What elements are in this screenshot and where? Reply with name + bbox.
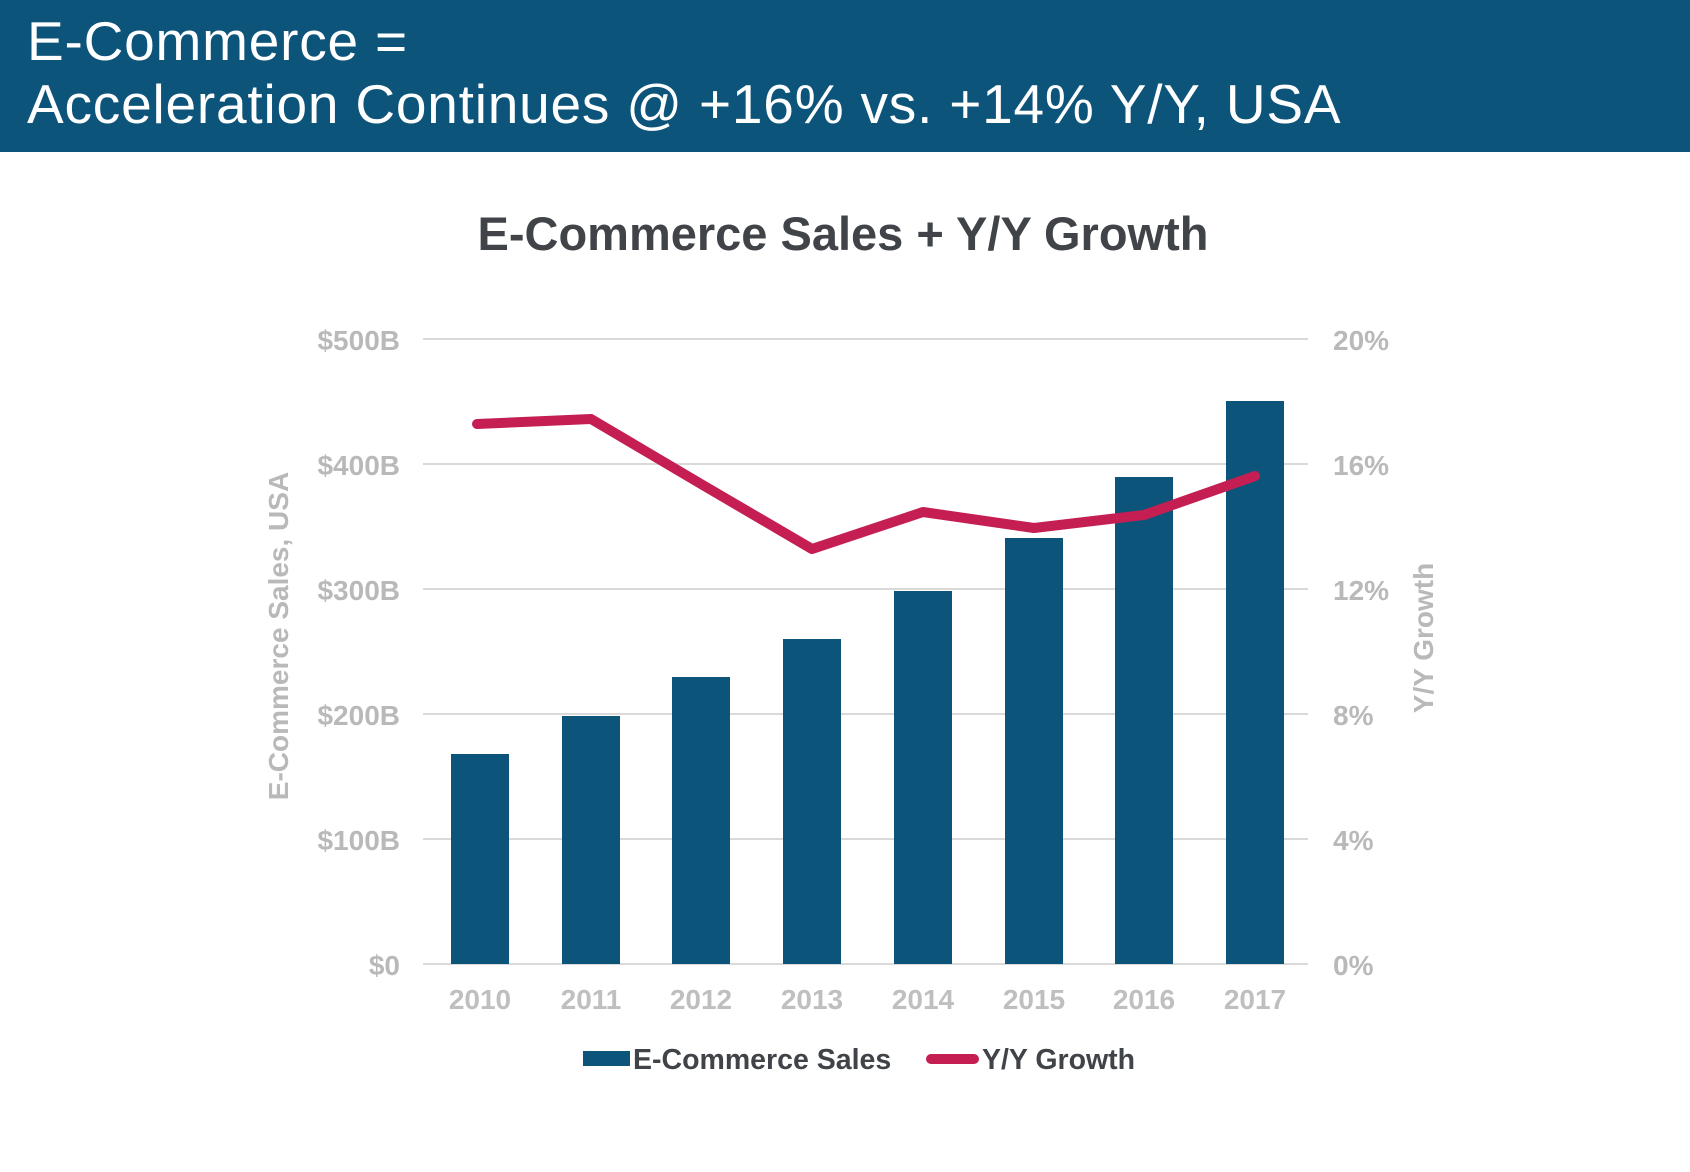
svg-text:20%: 20% xyxy=(1333,325,1389,356)
svg-text:2010: 2010 xyxy=(449,984,511,1015)
svg-text:Y/Y Growth: Y/Y Growth xyxy=(982,1044,1135,1076)
svg-text:Y/Y Growth: Y/Y Growth xyxy=(1408,563,1439,713)
svg-text:$200B: $200B xyxy=(317,700,400,731)
svg-text:4%: 4% xyxy=(1333,825,1374,856)
svg-text:2016: 2016 xyxy=(1113,984,1175,1015)
svg-text:$0: $0 xyxy=(369,950,400,981)
svg-text:E-Commerce Sales, USA: E-Commerce Sales, USA xyxy=(263,472,294,800)
svg-text:2014: 2014 xyxy=(892,984,955,1015)
svg-text:2015: 2015 xyxy=(1003,984,1065,1015)
svg-text:$500B: $500B xyxy=(317,325,400,356)
svg-text:8%: 8% xyxy=(1333,700,1374,731)
svg-text:E-Commerce Sales: E-Commerce Sales xyxy=(633,1044,891,1076)
svg-text:2012: 2012 xyxy=(670,984,732,1015)
svg-text:$400B: $400B xyxy=(317,450,400,481)
svg-text:E-Commerce Sales + Y/Y Growth: E-Commerce Sales + Y/Y Growth xyxy=(478,207,1209,260)
svg-text:2011: 2011 xyxy=(561,984,622,1015)
svg-text:$100B: $100B xyxy=(317,825,400,856)
svg-text:0%: 0% xyxy=(1333,950,1374,981)
svg-text:12%: 12% xyxy=(1333,575,1389,606)
svg-text:2013: 2013 xyxy=(781,984,843,1015)
svg-text:16%: 16% xyxy=(1333,450,1389,481)
svg-text:2017: 2017 xyxy=(1224,984,1286,1015)
svg-text:$300B: $300B xyxy=(317,575,400,606)
